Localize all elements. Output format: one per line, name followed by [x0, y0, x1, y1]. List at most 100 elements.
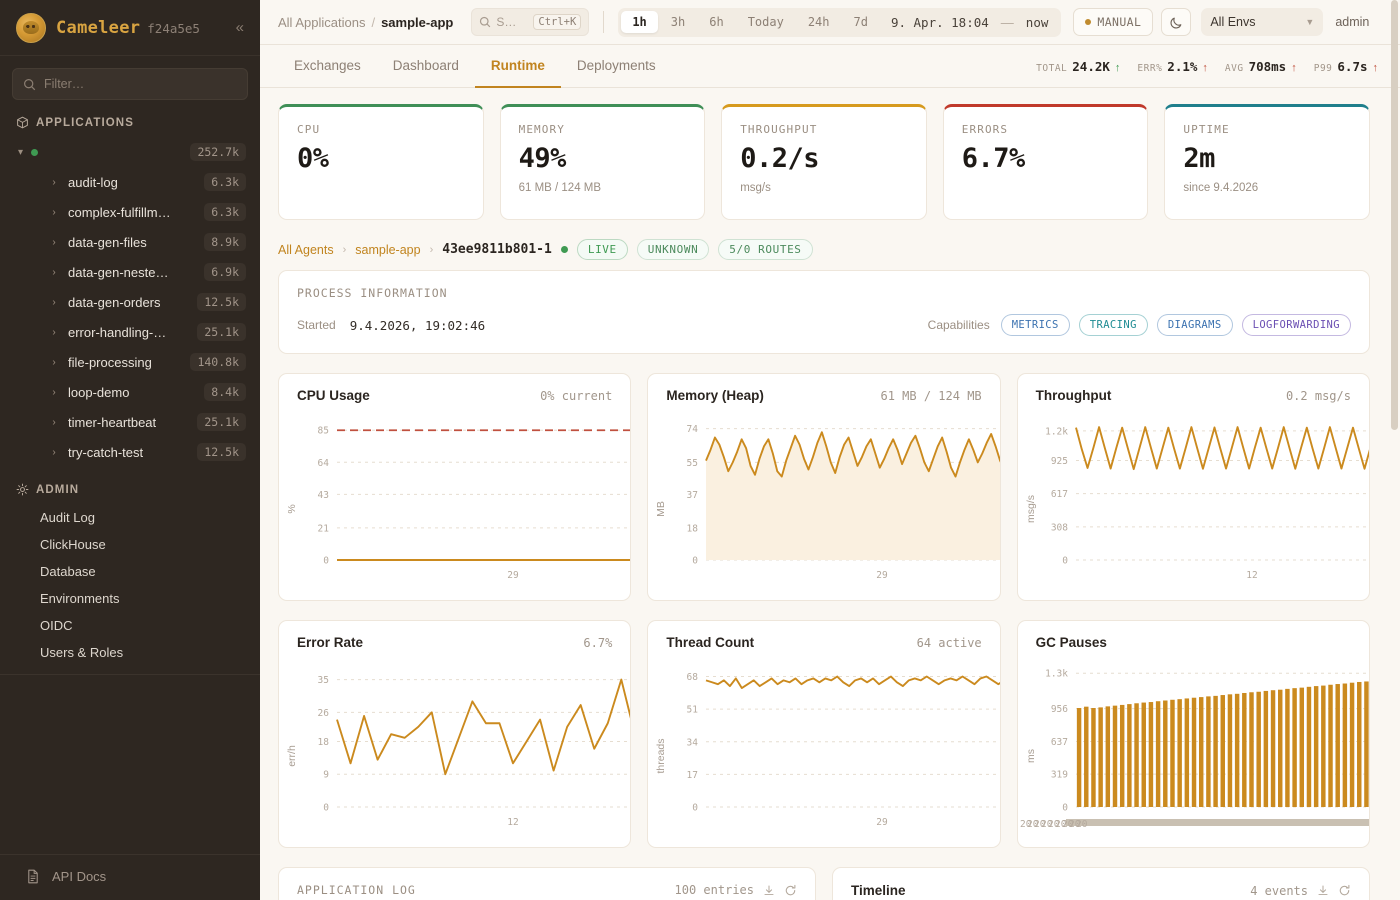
sidebar-item-label: timer-heartbeat: [68, 414, 157, 430]
agent-breadcrumb-all[interactable]: All Agents: [278, 242, 334, 257]
sidebar-item-route[interactable]: › data-gen-files 8.9k: [0, 227, 260, 257]
moon-icon: [1169, 15, 1184, 30]
process-information-title: PROCESS INFORMATION: [297, 286, 448, 300]
sidebar-item-label: file-processing: [68, 354, 152, 370]
tab-exchanges[interactable]: Exchanges: [294, 58, 361, 73]
svg-text:%: %: [286, 504, 298, 513]
chart-card-cpu-usage: CPU Usage 0% current 0 21 43 64 85% 29: [278, 373, 632, 601]
status-badge-unknown[interactable]: UNKNOWN: [636, 239, 710, 260]
range-button-today[interactable]: Today: [747, 15, 784, 29]
theme-toggle-button[interactable]: [1161, 8, 1192, 36]
sidebar-item-route[interactable]: › error-handling-… 25.1k: [0, 317, 260, 347]
sidebar-item-route[interactable]: › try-catch-test 12.5k: [0, 437, 260, 467]
sidebar-item-route[interactable]: › complex-fulfillm… 6.3k: [0, 197, 260, 227]
chart-card-gc-pauses: GC Pauses 0 319 637 956 1.3k ms 20 20 20 20 20 20 20 2…: [1016, 620, 1370, 848]
brand-build-id: f24a5e5: [147, 20, 200, 36]
user-menu[interactable]: admin: [1335, 15, 1370, 29]
agent-breadcrumb: All Agents › sample-app › 43ee9811b801-1…: [278, 239, 1370, 260]
range-button-3h[interactable]: 3h: [670, 15, 686, 29]
sidebar-item-label: data-gen-neste…: [68, 264, 169, 280]
svg-text:18: 18: [687, 524, 699, 535]
page-scrollbar[interactable]: [1391, 0, 1398, 900]
sidebar-divider: [0, 674, 260, 675]
sidebar-item-route[interactable]: › audit-log 6.3k: [0, 167, 260, 197]
summary-stat-value: 24.2K: [1072, 58, 1110, 74]
range-date-from[interactable]: 9. Apr. 18:04: [890, 14, 989, 30]
svg-text:msg/s: msg/s: [1025, 495, 1037, 523]
chart-title: Memory (Heap): [666, 388, 764, 403]
sidebar-item-environments[interactable]: Environments: [40, 591, 120, 606]
filter-input[interactable]: [44, 77, 237, 91]
page-scrollbar-thumb[interactable]: [1391, 0, 1398, 430]
kpi-label: ERRORS: [961, 123, 1009, 136]
refresh-mode-button[interactable]: MANUAL: [1073, 8, 1154, 36]
content-scroll-area: CPU 0% MEMORY 49% 61 MB / 124 MB THROUGHPUT 0.…: [260, 88, 1400, 900]
range-button-24h[interactable]: 24h: [807, 15, 830, 29]
agent-id: 43ee9811b801-1: [442, 242, 552, 257]
summary-stat: TOTAL 24.2K ↑: [1036, 59, 1120, 74]
sidebar-item-database[interactable]: Database: [40, 564, 96, 579]
svg-text:29: 29: [507, 570, 519, 581]
status-dot: [31, 148, 39, 156]
sidebar-filter-wrap: [0, 56, 260, 110]
sidebar-item-route[interactable]: › file-processing 140.8k: [0, 347, 260, 377]
sidebar-item-label: try-catch-test: [68, 444, 144, 460]
sidebar-item-count: 140.8k: [190, 353, 246, 371]
sidebar-item-count: 12.5k: [197, 443, 246, 461]
api-docs-link[interactable]: API Docs: [0, 854, 260, 900]
tab-list: Exchanges Dashboard Runtime Deployments: [278, 45, 672, 88]
chart-plot: 0 319 637 956 1.3k ms 20 20 20 20 20 20 20 20 20: [1018, 657, 1369, 847]
refresh-icon[interactable]: [784, 884, 797, 897]
status-badge-live[interactable]: LIVE: [576, 239, 628, 260]
range-button-1h[interactable]: 1h: [621, 11, 658, 33]
panel-title: APPLICATION LOG: [297, 883, 416, 897]
sidebar-item-audit-log[interactable]: Audit Log: [40, 510, 95, 525]
range-date-to[interactable]: now: [1025, 14, 1049, 30]
started-value: 9.4.2026, 19:02:46: [349, 317, 486, 333]
svg-text:55: 55: [687, 458, 698, 469]
chart-title: GC Pauses: [1035, 635, 1107, 650]
search-icon: [23, 78, 36, 91]
sidebar-item-route[interactable]: › loop-demo 8.4k: [0, 377, 260, 407]
kpi-sub: msg/s: [740, 182, 771, 194]
tab-dashboard[interactable]: Dashboard: [392, 58, 459, 73]
filter-box[interactable]: [12, 68, 248, 100]
kpi-card-memory: MEMORY 49% 61 MB / 124 MB: [499, 104, 706, 220]
breadcrumb-all-applications[interactable]: All Applications: [278, 14, 366, 30]
svg-text:20: 20: [1020, 819, 1032, 830]
sidebar-item-users-roles[interactable]: Users & Roles: [40, 645, 124, 660]
svg-text:85: 85: [318, 426, 329, 437]
env-select[interactable]: All Envs ▼: [1201, 8, 1324, 36]
range-button-6h[interactable]: 6h: [709, 15, 724, 29]
cameleer-logo-icon: [16, 12, 46, 43]
chart-meta: 0.2 msg/s: [1285, 389, 1351, 403]
capability-badge-diagrams[interactable]: DIAGRAMS: [1156, 314, 1233, 336]
capability-badges: METRICS TRACING DIAGRAMS LOGFORWARDING: [1000, 314, 1351, 336]
topbar: All Applications / sample-app S… Ctrl+K …: [260, 0, 1400, 45]
capability-badge-logforwarding[interactable]: LOGFORWARDING: [1241, 314, 1351, 336]
svg-text:0: 0: [1062, 803, 1068, 814]
sidebar-item-route[interactable]: › data-gen-orders 12.5k: [0, 287, 260, 317]
chevrons-left-icon[interactable]: «: [235, 19, 244, 36]
svg-text:20: 20: [1069, 819, 1081, 830]
svg-text:0: 0: [323, 803, 329, 814]
sidebar-item-route[interactable]: › timer-heartbeat 25.1k: [0, 407, 260, 437]
status-badge-routes[interactable]: 5/0 ROUTES: [718, 239, 813, 260]
range-button-7d[interactable]: 7d: [853, 15, 868, 29]
admin-label: ADMIN: [36, 483, 80, 496]
sidebar-item-route[interactable]: › data-gen-neste… 6.9k: [0, 257, 260, 287]
refresh-icon[interactable]: [1338, 884, 1351, 897]
download-icon[interactable]: [1317, 884, 1329, 897]
kpi-label: THROUGHPUT: [740, 123, 818, 136]
refresh-mode-label: MANUAL: [1097, 15, 1142, 29]
capability-badge-tracing[interactable]: TRACING: [1078, 314, 1148, 336]
sidebar-item-oidc[interactable]: OIDC: [40, 618, 73, 633]
agent-breadcrumb-app[interactable]: sample-app: [355, 242, 421, 257]
tab-runtime[interactable]: Runtime: [474, 45, 561, 88]
sidebar-item-sample-app[interactable]: ▾ sample app 252.7k: [0, 137, 260, 167]
global-search[interactable]: S… Ctrl+K: [471, 8, 590, 36]
sidebar-item-clickhouse[interactable]: ClickHouse: [40, 537, 106, 552]
capability-badge-metrics[interactable]: METRICS: [1000, 314, 1070, 336]
tab-deployments[interactable]: Deployments: [576, 58, 656, 73]
download-icon[interactable]: [763, 884, 775, 897]
